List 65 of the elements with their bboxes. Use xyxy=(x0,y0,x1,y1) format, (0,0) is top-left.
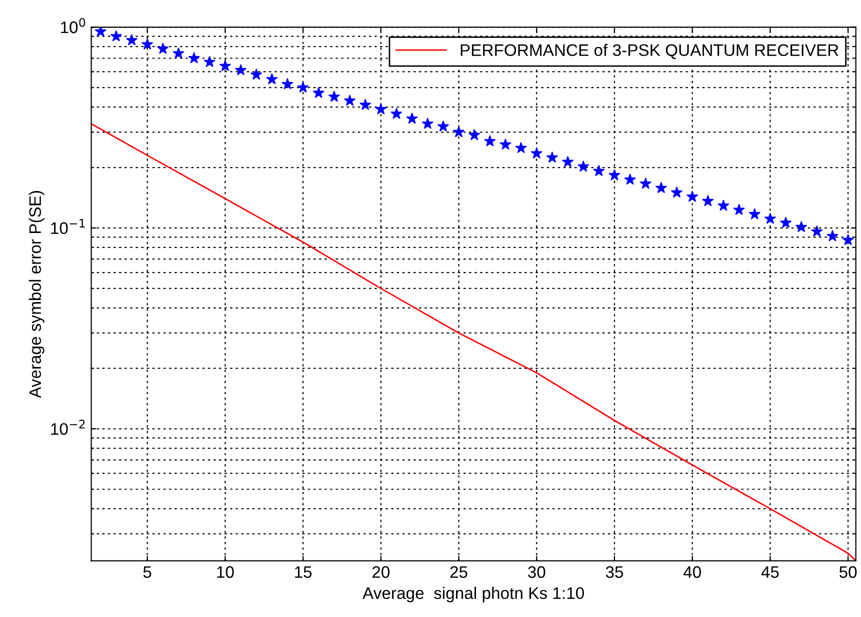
point xyxy=(671,186,682,198)
point xyxy=(562,156,574,167)
point xyxy=(126,34,138,46)
point xyxy=(608,169,620,180)
point xyxy=(484,135,496,146)
point xyxy=(297,82,309,93)
point xyxy=(220,60,231,71)
point xyxy=(546,152,558,163)
point xyxy=(438,120,449,132)
x-tick-label: 45 xyxy=(761,566,779,578)
point xyxy=(328,90,340,102)
point xyxy=(266,73,278,84)
point xyxy=(360,98,371,110)
point xyxy=(157,42,169,54)
point xyxy=(796,221,808,232)
x-tick-label: 20 xyxy=(372,566,390,578)
point xyxy=(780,216,792,228)
point xyxy=(390,108,402,119)
point xyxy=(406,112,418,124)
point xyxy=(764,212,776,224)
y-axis-title: Average symbol error P(SE) xyxy=(28,190,44,398)
x-tick-label: 5 xyxy=(143,566,152,578)
point xyxy=(344,94,356,106)
y-tick-label: 10$^{0}$ xyxy=(61,18,86,34)
point xyxy=(453,126,464,138)
point xyxy=(312,87,324,98)
point xyxy=(718,200,730,211)
point xyxy=(842,234,854,246)
point xyxy=(733,204,745,215)
point xyxy=(530,148,542,158)
x-tick-label: 30 xyxy=(528,566,546,578)
point xyxy=(578,160,589,172)
x-tick-label: 40 xyxy=(683,566,701,578)
point xyxy=(188,52,200,64)
point xyxy=(640,178,652,189)
point xyxy=(142,38,153,50)
x-tick-label: 25 xyxy=(450,566,468,578)
point xyxy=(282,78,294,90)
point xyxy=(235,64,246,76)
point xyxy=(748,208,760,220)
point xyxy=(94,27,106,37)
x-tick-label: 15 xyxy=(295,566,312,578)
point xyxy=(172,47,184,58)
point xyxy=(826,230,838,242)
point xyxy=(110,30,122,42)
y-tick-label: 10$^{−2}$ xyxy=(51,420,85,435)
x-tick-label: 50 xyxy=(839,566,857,578)
point xyxy=(375,103,387,114)
point xyxy=(593,165,605,176)
point xyxy=(250,68,262,80)
x-tick-label: 35 xyxy=(606,566,624,578)
point xyxy=(656,182,667,193)
point xyxy=(500,138,512,150)
point xyxy=(811,226,823,236)
y-tick-label: 10$^{−1}$ xyxy=(51,219,85,234)
x-axis-title: Average signal photn Ks 1:10 xyxy=(362,586,584,602)
point xyxy=(422,118,434,129)
x-tick-label: 10 xyxy=(217,566,234,578)
point xyxy=(624,174,636,185)
point xyxy=(515,142,527,153)
point xyxy=(702,195,714,206)
point xyxy=(468,129,480,140)
legend-label: PERFORMANCE of 3-PSK QUANTUM RECEIVER xyxy=(460,44,838,60)
point xyxy=(204,56,216,67)
point xyxy=(686,190,698,202)
